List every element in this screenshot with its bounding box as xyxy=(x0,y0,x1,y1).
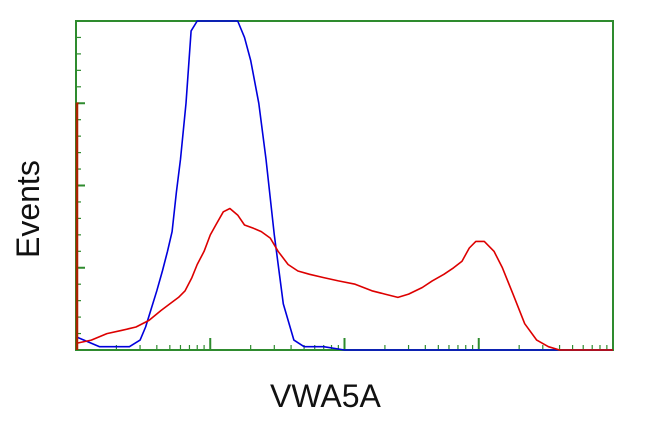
ticks-layer xyxy=(75,20,614,351)
histogram-series-2 xyxy=(75,207,613,351)
x-axis-label: VWA5A xyxy=(270,378,381,414)
y-axis-label: Events xyxy=(10,160,46,258)
series-layer xyxy=(75,20,613,351)
histogram-series-1 xyxy=(75,20,613,351)
plot-frame xyxy=(75,20,614,351)
